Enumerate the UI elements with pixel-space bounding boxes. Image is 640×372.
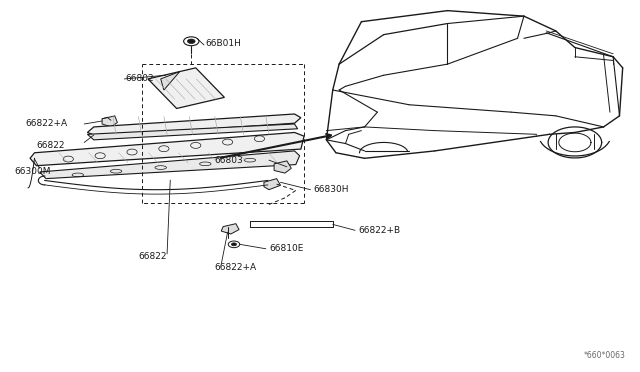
Polygon shape (148, 68, 225, 109)
Text: 66802: 66802 (125, 74, 154, 83)
Text: 66B01H: 66B01H (205, 39, 241, 48)
Text: 66822: 66822 (36, 141, 65, 150)
Text: 66822+A: 66822+A (215, 263, 257, 272)
Polygon shape (274, 161, 291, 173)
Circle shape (188, 39, 195, 44)
Polygon shape (40, 151, 300, 179)
Text: 66803: 66803 (215, 155, 244, 165)
Circle shape (232, 243, 237, 246)
Text: *660*0063: *660*0063 (584, 350, 626, 359)
Text: 66822: 66822 (138, 251, 167, 261)
Polygon shape (30, 132, 304, 166)
Polygon shape (221, 224, 239, 234)
Polygon shape (102, 116, 117, 127)
Polygon shape (88, 124, 298, 140)
Polygon shape (264, 179, 280, 190)
Text: 66300M: 66300M (14, 167, 51, 176)
Text: 66822+A: 66822+A (26, 119, 68, 128)
Polygon shape (161, 71, 180, 90)
Polygon shape (88, 114, 301, 136)
Text: 66810E: 66810E (269, 244, 303, 253)
Text: 66830H: 66830H (314, 185, 349, 194)
Text: 66822+B: 66822+B (358, 226, 401, 235)
